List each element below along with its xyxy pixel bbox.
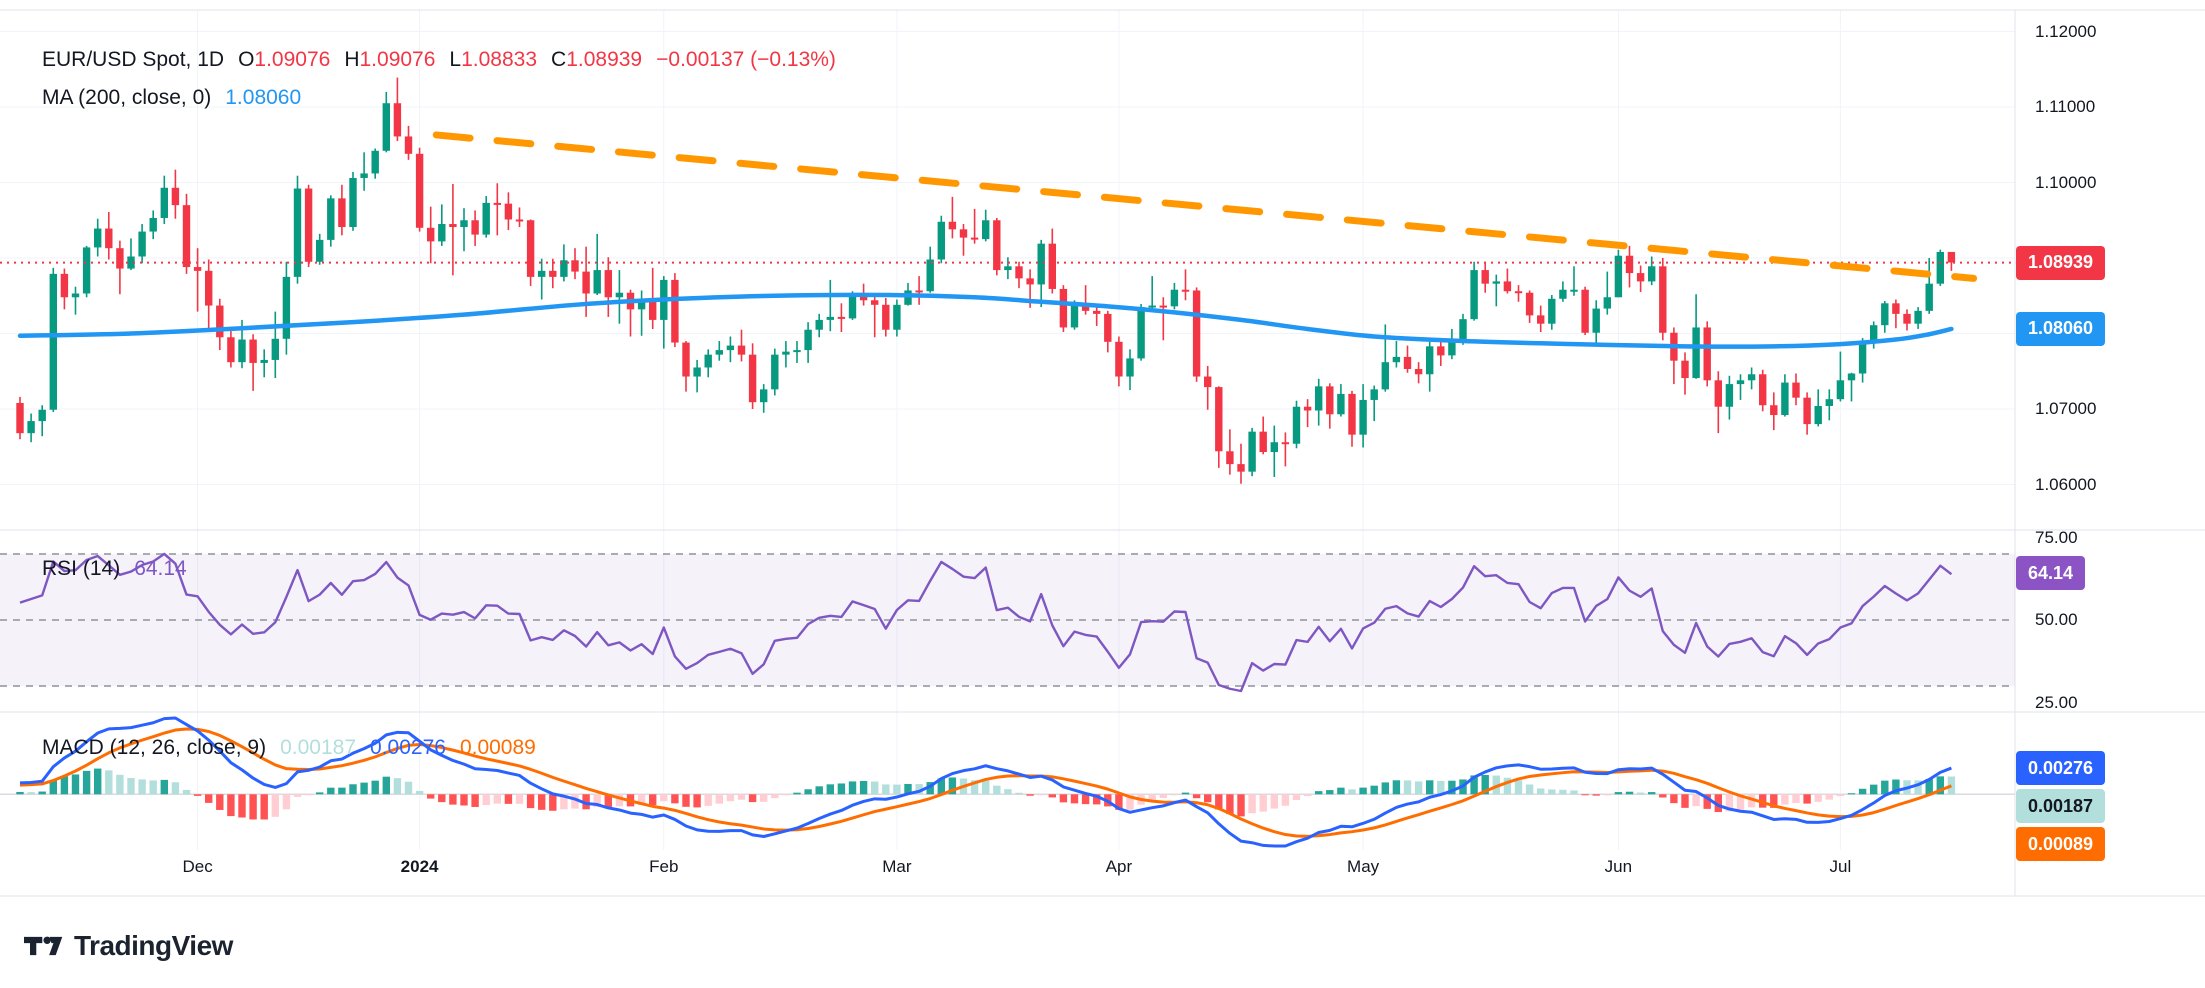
rsi-line[interactable] [19,552,1953,693]
macd-signal-line[interactable] [19,727,1952,838]
price-tick-label: 1.12000 [2035,21,2097,41]
main-legend-row[interactable]: EUR/USD Spot, 1D O 1.09076 H 1.09076 L 1.08… [42,48,836,72]
ma-value-badge: 1.08060 [2016,311,2106,346]
rsi-label: RSI (14) [42,557,121,580]
rsi-tick-label: 50.00 [2035,610,2078,629]
main-pane [0,77,2015,484]
price-tick-label: 1.06000 [2035,474,2097,494]
pane-separators [0,9,2205,897]
tradingview-logo-text: TradingView [74,930,233,961]
tradingview-logo-icon [24,936,63,956]
macd-pane [0,716,2015,848]
rsi-value-badge: 64.14 [2016,556,2086,591]
time-axis-label: Apr [1105,857,1133,876]
close-price-badge: 1.08939 [2016,245,2106,280]
ohlc-high: H 1.09076 [344,48,436,71]
time-axis[interactable] [0,848,2015,898]
time-axis-label: Mar [882,857,912,876]
ma-value: 1.08060 [225,86,302,109]
time-axis-label: May [1347,857,1380,876]
ma-label: MA (200, close, 0) [42,86,212,109]
macd-line-value: 0.00276 [370,736,446,759]
time-axis-label: Jun [1604,857,1633,876]
ohlc-open: O 1.09076 [238,48,331,71]
price-tick-label: 1.07000 [2035,399,2097,418]
ma200-line[interactable] [17,292,1954,349]
price-tick-label: 1.10000 [2035,172,2097,192]
tradingview-logo[interactable]: TradingView [24,928,233,964]
macd-hist-badge: 0.00187 [2016,789,2106,824]
candles-group [16,77,1956,484]
rsi-pane [0,552,2015,693]
trendline[interactable] [432,131,1978,282]
macd-signal-value: 0.00089 [459,736,536,759]
rsi-legend-row[interactable]: RSI (14) 64.14 [42,557,187,581]
macd-line[interactable] [19,716,1952,848]
macd-legend-row[interactable]: MACD (12, 26, close, 9) 0.00187 0.00276 … [42,736,536,760]
macd-histogram [16,768,1956,820]
time-axis-label: Jul [1829,857,1852,876]
macd-signal-badge: 0.00089 [2016,827,2106,862]
time-axis-label: 2024 [400,857,439,876]
change-value: −0.00137 (−0.13%) [656,48,836,71]
macd-label: MACD (12, 26, close, 9) [42,736,267,759]
price-tick-label: 1.11000 [2035,97,2096,116]
rsi-tick-label: 75.00 [2035,527,2078,547]
rsi-value: 64.14 [134,557,187,580]
symbol-title: EUR/USD Spot, 1D [42,48,225,71]
rsi-tick-label: 25.00 [2035,692,2078,712]
time-axis-label: Feb [649,857,679,876]
macd-line-badge: 0.00276 [2016,751,2106,786]
grid [0,10,2015,850]
ma-legend-row[interactable]: MA (200, close, 0) 1.08060 [42,86,301,110]
ohlc-close: C 1.08939 [551,48,643,71]
macd-hist-value: 0.00187 [280,736,357,759]
ohlc-low: L 1.08833 [449,48,538,71]
time-axis-label: Dec [182,857,213,876]
